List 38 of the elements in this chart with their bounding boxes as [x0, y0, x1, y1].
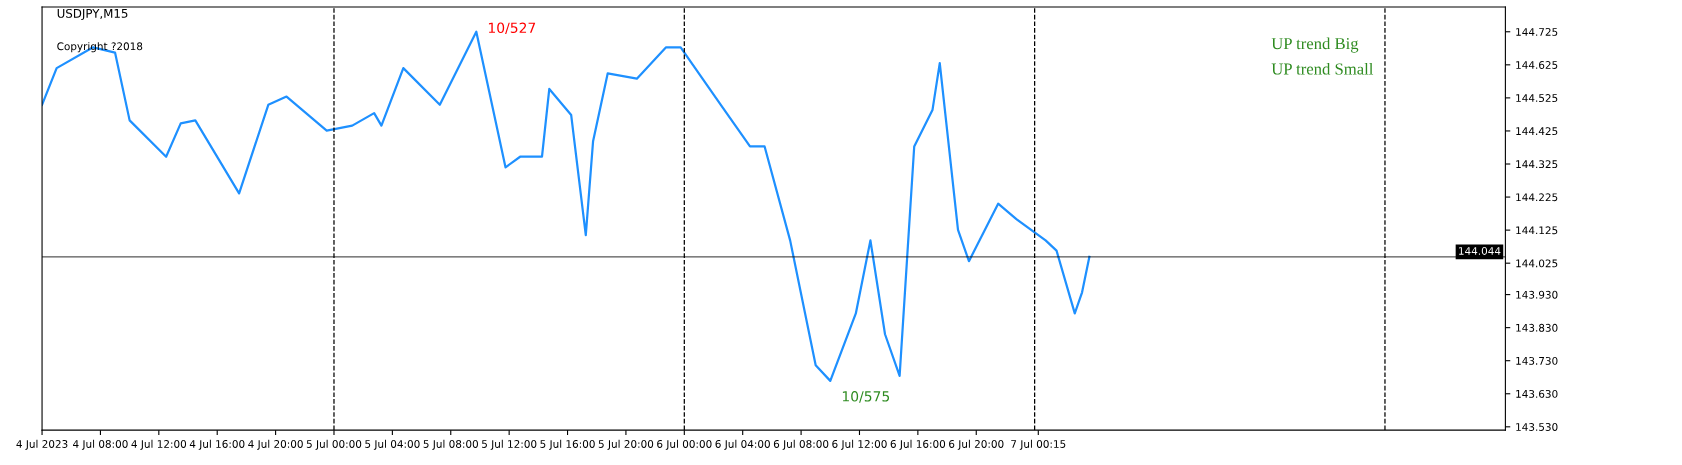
y-tick-label: 143.730: [1516, 356, 1558, 365]
x-tick-label: 7 Jul 00:15: [1011, 439, 1066, 450]
chart-title: USDJPY,M15: [57, 8, 128, 21]
y-tick-label: 143.530: [1516, 423, 1558, 431]
annotation: UP trend Small: [1271, 62, 1374, 75]
y-tick-label: 144.225: [1516, 193, 1558, 202]
x-tick-label: 6 Jul 08:00: [773, 439, 829, 450]
annotation: 10/527: [488, 22, 536, 35]
x-tick-label: 6 Jul 00:00: [657, 439, 712, 450]
y-tick-label: 144.125: [1516, 226, 1558, 235]
x-tick-label: 5 Jul 00:00: [306, 439, 362, 450]
x-tick-label: 6 Jul 04:00: [715, 439, 770, 450]
x-tick-label: 4 Jul 08:00: [73, 439, 128, 450]
x-tick-label: 4 Jul 20:00: [248, 439, 303, 450]
x-tick-label: 4 Jul 2023: [16, 439, 68, 450]
x-tick-label: 6 Jul 12:00: [832, 439, 887, 450]
x-tick-label: 5 Jul 16:00: [540, 439, 595, 450]
y-tick-label: 143.830: [1516, 323, 1558, 332]
x-tick-label: 6 Jul 16:00: [890, 439, 946, 450]
x-tick-label: 5 Jul 20:00: [598, 439, 654, 450]
y-tick-label: 144.525: [1516, 94, 1558, 102]
y-tick-label: 144.725: [1516, 28, 1558, 36]
ref-line-label: 144.044: [1459, 247, 1501, 255]
y-tick-label: 144.025: [1516, 259, 1558, 268]
x-tick-label: 4 Jul 12:00: [131, 439, 187, 450]
y-tick-label: 143.930: [1516, 290, 1558, 299]
y-tick-label: 144.425: [1516, 127, 1558, 136]
annotation: 10/575: [842, 391, 890, 403]
annotation: Copyright ?2018: [57, 42, 143, 53]
x-tick-label: 5 Jul 04:00: [365, 439, 420, 450]
x-tick-label: 5 Jul 08:00: [423, 439, 478, 450]
y-tick-label: 143.630: [1516, 389, 1558, 398]
x-tick-label: 6 Jul 20:00: [949, 439, 1004, 450]
y-tick-label: 144.325: [1516, 160, 1558, 169]
annotation: UP trend Big: [1271, 37, 1359, 53]
y-tick-label: 144.625: [1516, 61, 1558, 69]
x-tick-label: 5 Jul 12:00: [482, 439, 537, 450]
x-tick-label: 4 Jul 16:00: [189, 439, 245, 450]
